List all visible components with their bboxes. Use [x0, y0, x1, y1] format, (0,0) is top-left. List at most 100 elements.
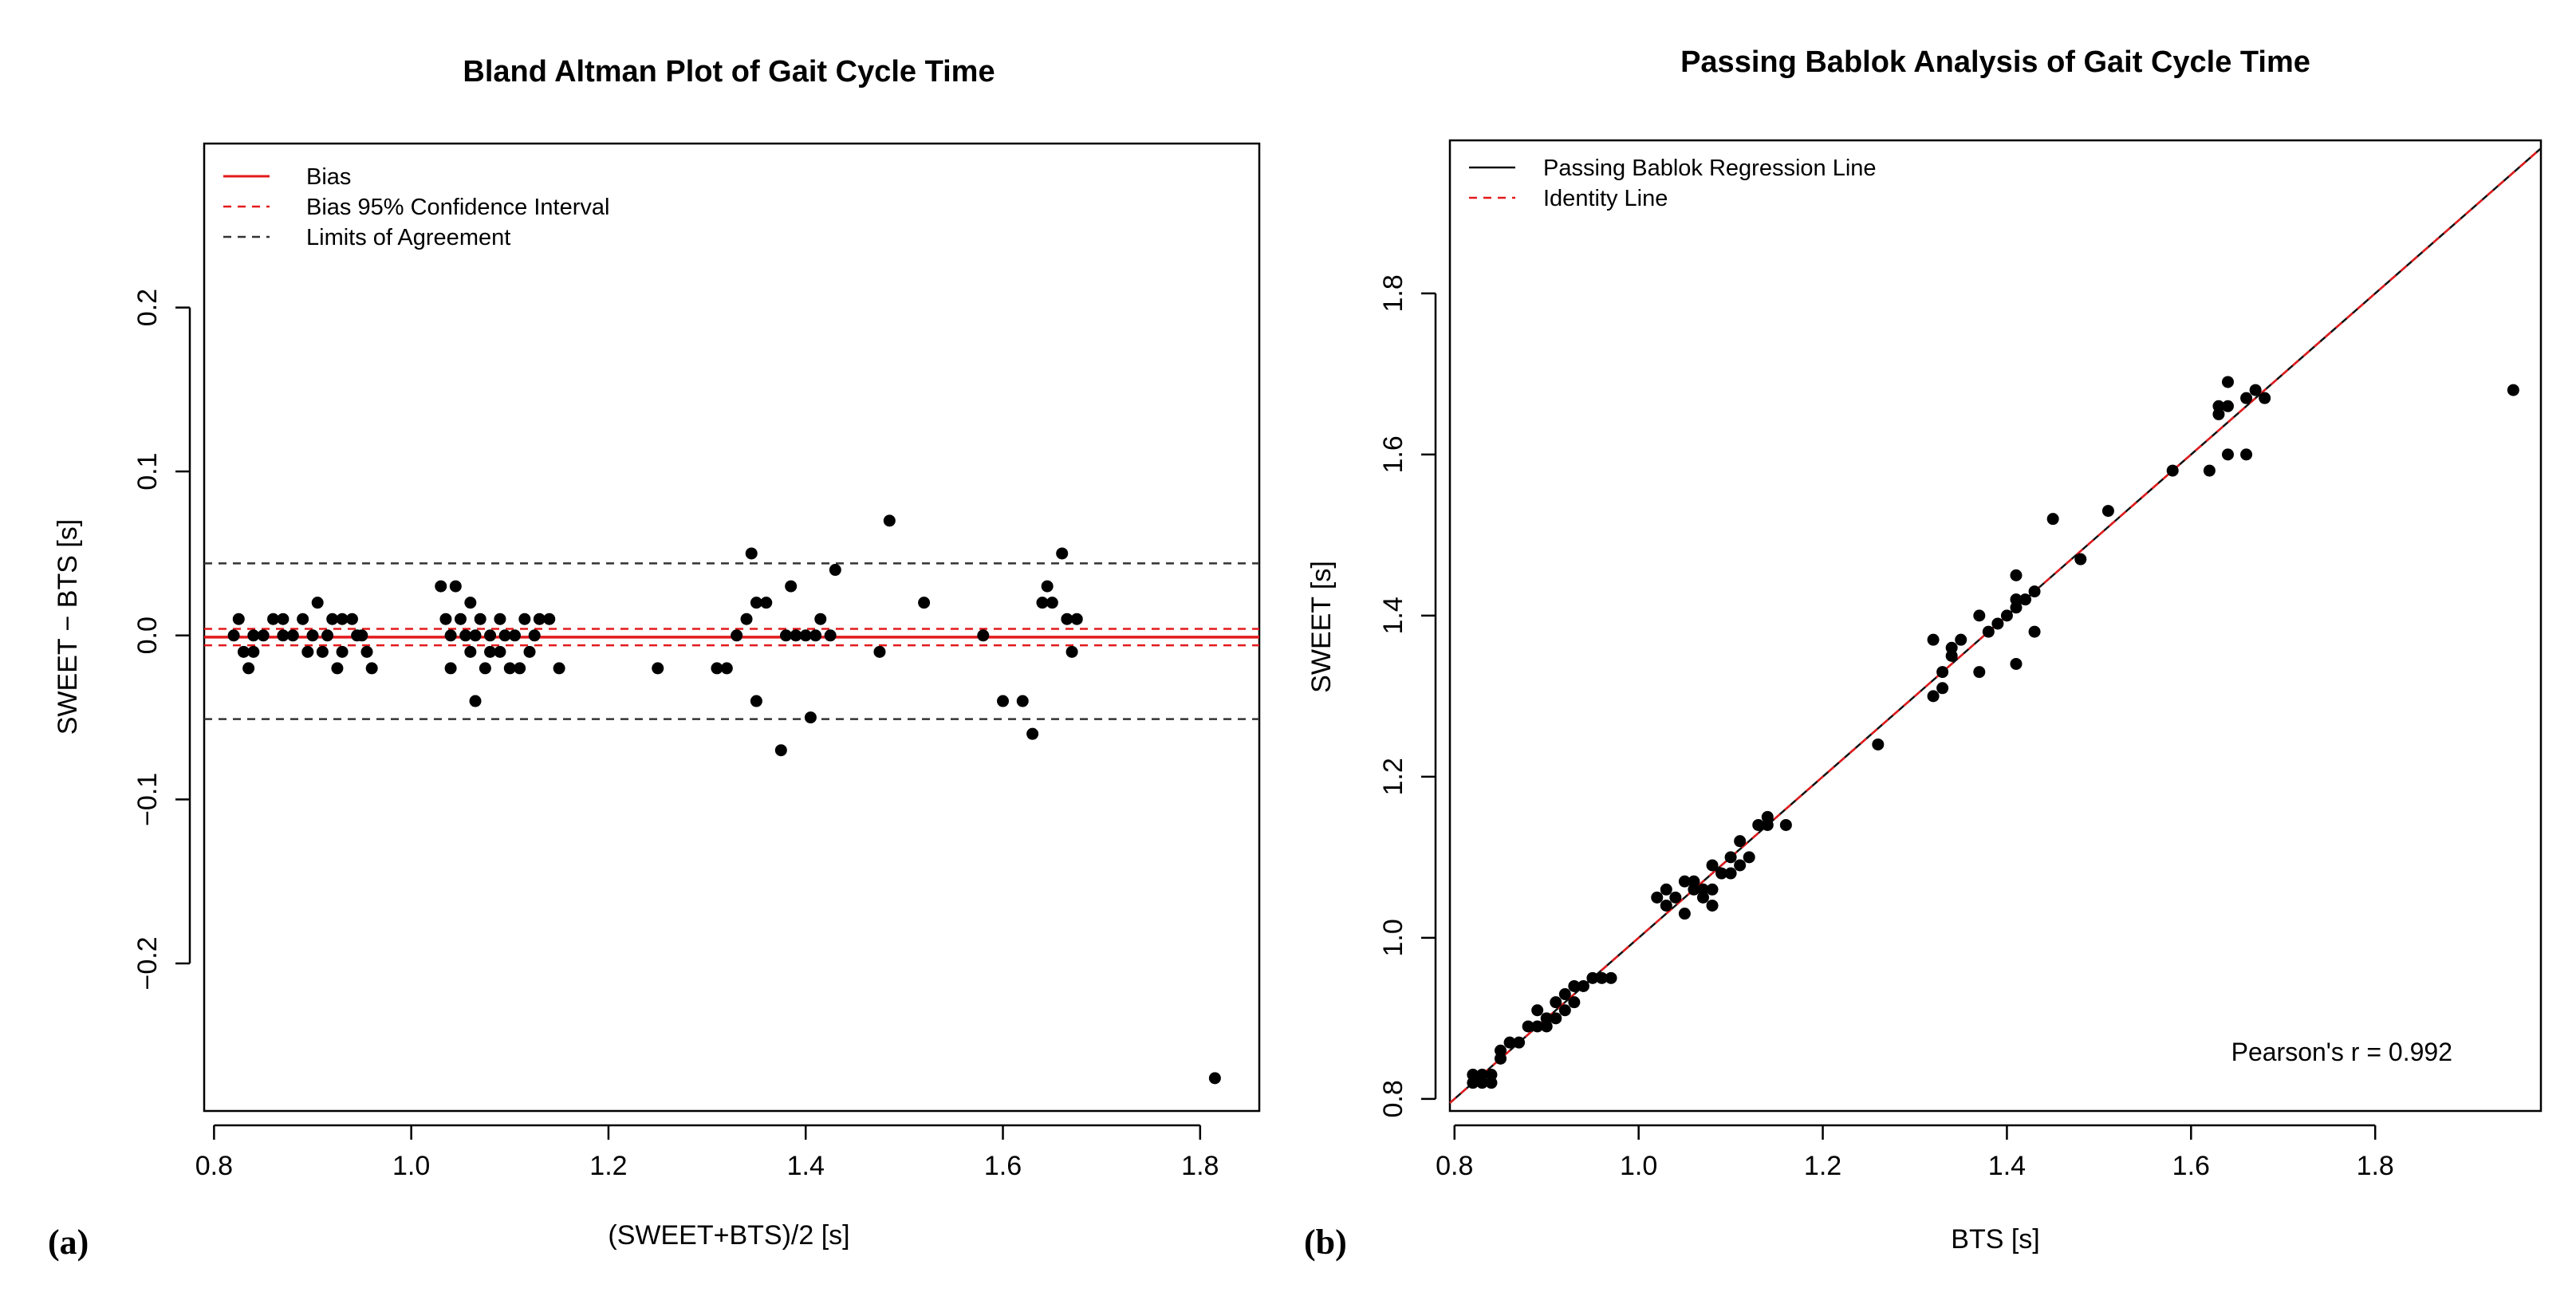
data-point: [720, 662, 733, 675]
data-point: [301, 645, 314, 658]
data-point: [2028, 585, 2041, 598]
data-point: [1651, 891, 1664, 904]
data-point: [1056, 547, 1069, 560]
chart-title: Bland Altman Plot of Gait Cycle Time: [463, 55, 995, 89]
data-point: [745, 547, 758, 560]
data-point: [247, 629, 260, 642]
data-point: [1973, 666, 1986, 679]
data-point: [498, 629, 511, 642]
data-point: [484, 629, 497, 642]
data-point: [2019, 593, 2032, 606]
data-point: [1605, 971, 1617, 984]
x-tick-label: 1.0: [1620, 1151, 1657, 1181]
legend: Passing Bablok Regression Line Identity …: [1469, 156, 1877, 211]
data-point: [1070, 613, 1083, 625]
data-point: [1065, 645, 1078, 658]
data-point: [1503, 1036, 1516, 1049]
data-point: [2046, 513, 2059, 526]
panel-letter-b: (b): [1304, 1223, 1347, 1262]
data-point: [1761, 818, 1774, 831]
data-point: [1927, 633, 1940, 646]
data-point: [1208, 1072, 1221, 1085]
data-point: [237, 645, 250, 658]
data-point: [1558, 988, 1571, 1001]
data-point: [1531, 1020, 1544, 1033]
data-point: [257, 629, 270, 642]
y-tick-label: 1.4: [1378, 597, 1408, 634]
data-point: [360, 645, 373, 658]
data-point: [1586, 971, 1599, 984]
data-point: [514, 662, 526, 675]
data-point: [1036, 597, 1049, 609]
data-point: [1715, 867, 1728, 880]
data-point: [1706, 859, 1719, 872]
panel-letter-a: (a): [48, 1223, 89, 1262]
y-axis-label: SWEET − BTS [s]: [53, 519, 83, 735]
legend-entry-ci: Bias 95% Confidence Interval: [306, 195, 609, 220]
data-point: [824, 629, 837, 642]
data-point: [1558, 1004, 1571, 1017]
bland-altman-panel: Bland Altman Plot of Gait Cycle Time 0.8…: [48, 55, 1261, 1262]
data-point: [1669, 891, 1682, 904]
x-tick-label: 0.8: [1436, 1151, 1473, 1181]
data-point: [365, 662, 378, 675]
data-point: [1660, 883, 1672, 896]
data-point: [494, 645, 506, 658]
data-point: [1531, 1004, 1544, 1017]
data-point: [977, 629, 990, 642]
data-point: [790, 629, 802, 642]
data-point: [543, 613, 556, 625]
data-point: [1724, 851, 1737, 864]
data-point: [2028, 625, 2041, 638]
data-point: [435, 580, 447, 593]
x-tick-label: 1.8: [1181, 1151, 1219, 1181]
data-point: [464, 597, 477, 609]
x-tick-label: 1.4: [1988, 1151, 2026, 1181]
data-point: [474, 613, 486, 625]
data-point: [1936, 682, 1949, 695]
data-point: [2203, 464, 2216, 477]
chart-title: Passing Bablok Analysis of Gait Cycle Ti…: [1680, 45, 2310, 79]
data-point: [829, 564, 841, 577]
data-point: [1678, 875, 1691, 888]
data-point: [1577, 979, 1589, 992]
axis-ticks: 0.8 1.0 1.2 1.4 1.6 1.8 −0.2 −0.1 0.0 0.1 0.2: [132, 289, 1219, 1181]
data-point: [306, 629, 319, 642]
data-point: [232, 613, 245, 625]
data-point: [1494, 1044, 1507, 1057]
data-point: [883, 514, 896, 527]
data-point: [1595, 971, 1608, 984]
data-point: [2259, 392, 2271, 404]
x-tick-label: 1.2: [589, 1151, 627, 1181]
data-point: [1041, 580, 1054, 593]
data-point: [444, 662, 457, 675]
data-point: [760, 597, 773, 609]
data-point: [528, 629, 541, 642]
data-point: [454, 613, 467, 625]
data-point: [1982, 625, 1995, 638]
data-point: [2507, 384, 2519, 396]
data-point: [1936, 666, 1949, 679]
data-point: [1696, 883, 1709, 896]
x-tick-label: 1.8: [2357, 1151, 2394, 1181]
data-point: [1688, 875, 1700, 888]
data-point: [809, 629, 822, 642]
data-point: [1872, 738, 1885, 750]
data-points: [227, 514, 1221, 1085]
data-point: [523, 645, 536, 658]
data-point: [1927, 690, 1940, 703]
data-point: [774, 744, 787, 757]
data-point: [1568, 979, 1581, 992]
y-tick-label: −0.2: [132, 936, 163, 990]
legend: Bias Bias 95% Confidence Interval Limits…: [223, 164, 609, 250]
data-point: [1485, 1077, 1498, 1089]
data-point: [444, 629, 457, 642]
data-point: [2240, 448, 2253, 461]
x-tick-label: 1.2: [1804, 1151, 1841, 1181]
data-point: [326, 613, 339, 625]
legend-entry-identity: Identity Line: [1543, 186, 1668, 211]
data-point: [873, 645, 886, 658]
data-point: [2010, 601, 2023, 614]
data-point: [247, 645, 260, 658]
